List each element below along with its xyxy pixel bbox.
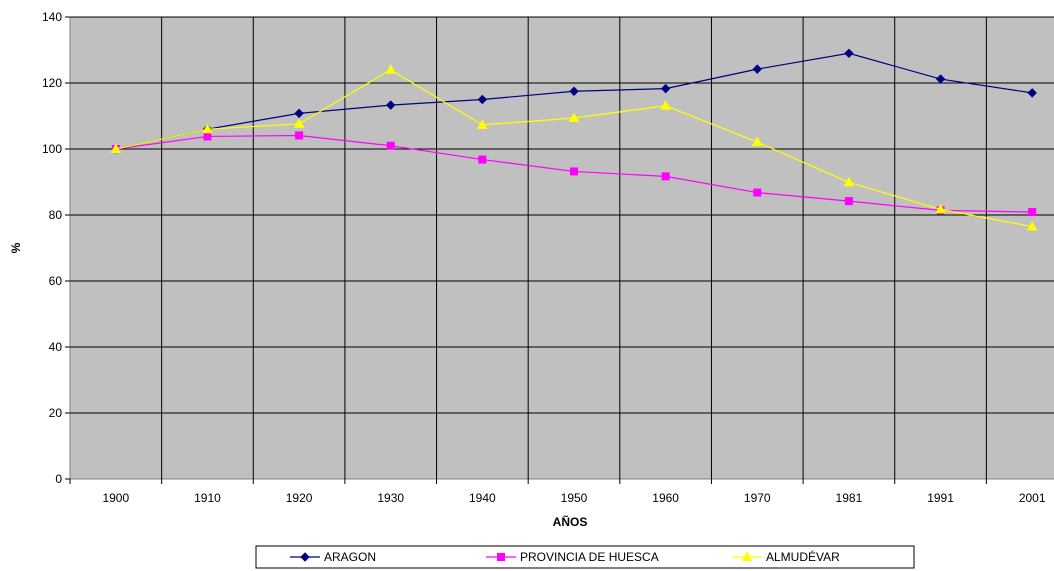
y-tick-label: 20 bbox=[49, 406, 63, 420]
data-point bbox=[752, 64, 762, 74]
legend-swatch-marker bbox=[497, 553, 505, 561]
x-tick-label: 1910 bbox=[194, 491, 221, 505]
x-tick-label: 1960 bbox=[652, 491, 679, 505]
data-point bbox=[660, 100, 671, 110]
data-point bbox=[478, 155, 487, 164]
data-point bbox=[935, 74, 946, 84]
x-tick-label: 1940 bbox=[469, 491, 496, 505]
data-point bbox=[385, 64, 397, 74]
legend: ARAGON PROVINCIA DE HUESCA ALMUDÉVAR bbox=[255, 545, 915, 569]
legend-item: ARAGON bbox=[290, 550, 376, 564]
data-point bbox=[1027, 88, 1037, 98]
data-point bbox=[660, 83, 671, 94]
data-point bbox=[386, 100, 396, 110]
legend-label: PROVINCIA DE HUESCA bbox=[520, 550, 659, 564]
y-axis-ticks: 0 20 40 60 80 100 120 140 bbox=[42, 10, 70, 486]
y-tick-label: 40 bbox=[49, 340, 63, 354]
data-point bbox=[661, 172, 670, 181]
data-point bbox=[295, 131, 304, 140]
data-point bbox=[110, 143, 122, 153]
grid-lines bbox=[70, 16, 1054, 479]
data-point bbox=[843, 176, 855, 187]
legend-swatch-marker bbox=[300, 552, 310, 562]
x-tick-label: 1991 bbox=[927, 491, 954, 505]
y-tick-label: 80 bbox=[49, 208, 63, 222]
legend-box bbox=[255, 545, 915, 569]
data-point bbox=[202, 123, 213, 134]
legend-label: ALMUDÉVAR bbox=[766, 549, 840, 564]
x-tick-label: 1900 bbox=[102, 491, 129, 505]
y-tick-label: 120 bbox=[42, 76, 62, 90]
data-point bbox=[386, 141, 395, 150]
x-tick-label: 1981 bbox=[836, 491, 863, 505]
x-axis-title: AÑOS bbox=[553, 514, 588, 529]
y-axis-title: % bbox=[9, 242, 23, 253]
data-point bbox=[753, 188, 762, 197]
data-point bbox=[568, 112, 580, 122]
y-tick-label: 140 bbox=[42, 10, 62, 24]
legend-item: PROVINCIA DE HUESCA bbox=[486, 550, 659, 564]
x-tick-label: 1970 bbox=[744, 491, 771, 505]
legend-label: ARAGON bbox=[324, 550, 376, 564]
data-point bbox=[203, 132, 212, 141]
data-point bbox=[477, 119, 488, 129]
y-tick-label: 100 bbox=[42, 142, 62, 156]
data-point bbox=[570, 167, 578, 176]
legend-item: ALMUDÉVAR bbox=[732, 549, 840, 564]
data-point bbox=[569, 86, 579, 96]
x-tick-label: 1920 bbox=[286, 491, 313, 505]
y-tick-label: 0 bbox=[55, 472, 62, 486]
data-point bbox=[1028, 208, 1037, 217]
series-2 bbox=[110, 64, 1038, 231]
data-point bbox=[1026, 221, 1038, 231]
x-tick-label: 2001 bbox=[1019, 491, 1046, 505]
x-axis-ticks: 1900 1910 1920 1930 1940 1950 1960 1970 1981 1991… bbox=[69, 479, 1046, 505]
data-point bbox=[844, 197, 853, 206]
legend-swatch-marker bbox=[741, 551, 753, 561]
plot-area bbox=[69, 16, 1054, 480]
series-layer bbox=[110, 48, 1038, 231]
data-point bbox=[844, 48, 854, 59]
data-point bbox=[751, 136, 763, 147]
y-tick-label: 60 bbox=[49, 274, 63, 288]
data-point bbox=[293, 118, 305, 128]
x-tick-label: 1950 bbox=[561, 491, 588, 505]
x-tick-label: 1930 bbox=[377, 491, 404, 505]
data-point bbox=[935, 203, 946, 214]
data-point bbox=[294, 108, 304, 119]
data-point bbox=[477, 94, 488, 105]
